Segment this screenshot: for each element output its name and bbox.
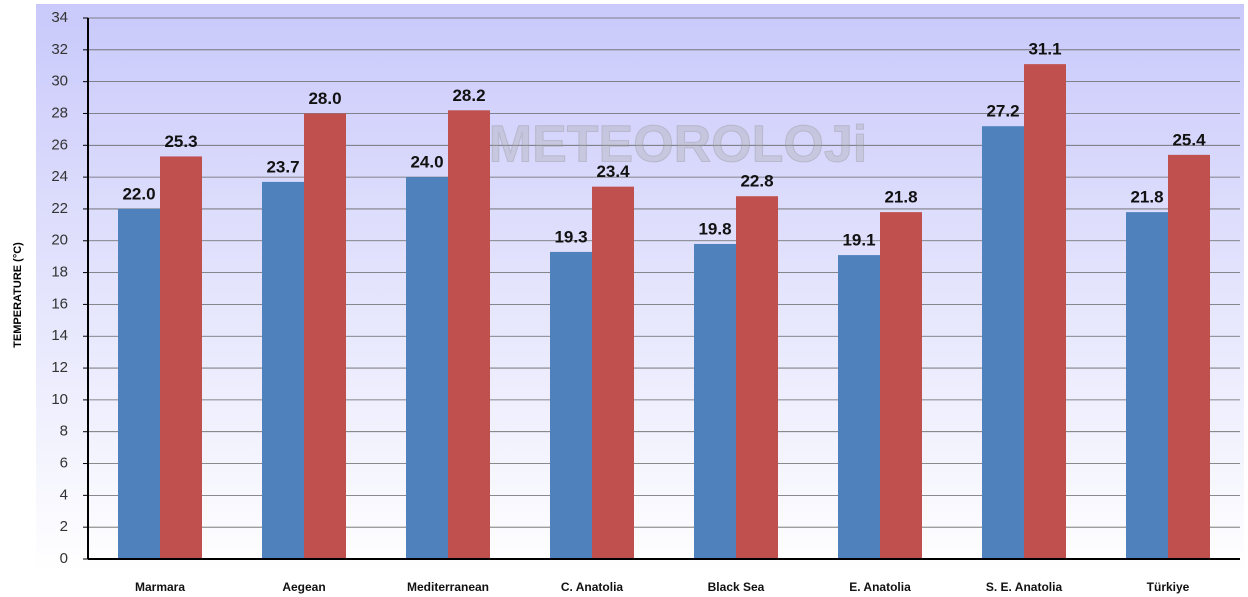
x-tick-label: Türkiye — [1147, 580, 1190, 594]
y-tick-label: 6 — [60, 454, 68, 471]
value-label: 31.1 — [1028, 40, 1061, 59]
y-tick-label: 2 — [60, 518, 68, 535]
x-tick-label: Black Sea — [708, 580, 765, 594]
bar — [1168, 154, 1210, 559]
y-tick-label: 24 — [51, 168, 68, 185]
value-label: 19.8 — [698, 219, 731, 238]
y-tick-label: 20 — [51, 232, 68, 249]
bar — [982, 126, 1024, 559]
bar — [880, 212, 922, 559]
value-label: 27.2 — [986, 102, 1019, 121]
x-tick-label: S. E. Anatolia — [986, 580, 1063, 594]
x-tick-label: Aegean — [282, 580, 325, 594]
value-label: 23.4 — [596, 162, 630, 181]
x-tick-label: E. Anatolia — [849, 580, 911, 594]
watermark: METEOROLOJi — [489, 116, 867, 174]
bar — [118, 208, 160, 560]
value-label: 21.8 — [1130, 188, 1163, 207]
y-tick-label: 0 — [60, 550, 68, 567]
value-label: 28.0 — [308, 89, 341, 108]
x-tick-label: Mediterranean — [407, 580, 489, 594]
bar — [736, 196, 778, 559]
value-label: 22.0 — [122, 184, 155, 203]
value-label: 19.3 — [554, 227, 587, 246]
value-label: 24.0 — [410, 153, 443, 172]
y-tick-label: 32 — [51, 41, 68, 58]
bar — [448, 110, 490, 559]
y-tick-label: 22 — [51, 200, 68, 217]
bar — [1024, 64, 1066, 560]
value-label: 19.1 — [842, 231, 875, 250]
value-label: 28.2 — [452, 86, 485, 105]
value-label: 21.8 — [884, 188, 917, 207]
value-label: 25.4 — [1172, 130, 1206, 149]
bar — [160, 156, 202, 559]
bar — [838, 255, 880, 559]
bar — [304, 113, 346, 560]
bar — [550, 251, 592, 559]
bar — [406, 177, 448, 559]
y-tick-label: 14 — [51, 327, 68, 344]
bar — [262, 181, 304, 559]
bar — [1126, 212, 1168, 559]
y-axis-label: TEMPERATURE (°C) — [12, 242, 24, 348]
value-label: 23.7 — [266, 157, 299, 176]
y-tick-label: 18 — [51, 264, 68, 281]
y-tick-label: 34 — [51, 9, 68, 26]
y-tick-label: 10 — [51, 391, 68, 408]
y-tick-label: 28 — [51, 104, 68, 121]
y-tick-label: 12 — [51, 359, 68, 376]
x-tick-label: Marmara — [135, 580, 185, 594]
y-tick-label: 16 — [51, 295, 68, 312]
value-label: 25.3 — [164, 132, 197, 151]
x-tick-label: C. Anatolia — [561, 580, 624, 594]
value-label: 22.8 — [740, 172, 773, 191]
y-tick-label: 8 — [60, 423, 68, 440]
y-tick-label: 30 — [51, 73, 68, 90]
y-tick-label: 26 — [51, 136, 68, 153]
bar — [592, 186, 634, 559]
bar — [694, 243, 736, 559]
y-tick-label: 4 — [60, 486, 68, 503]
